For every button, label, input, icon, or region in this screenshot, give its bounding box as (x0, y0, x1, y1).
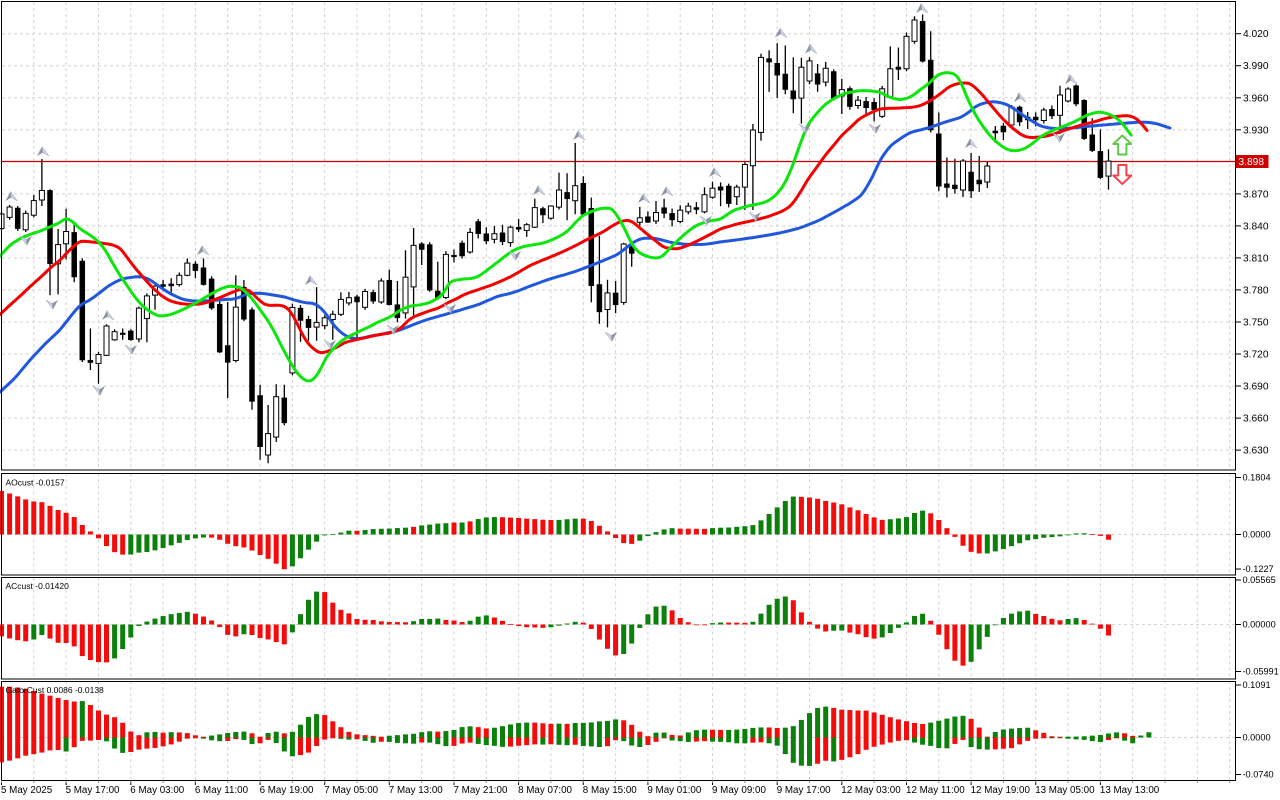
svg-text:0.05565: 0.05565 (1243, 575, 1276, 585)
svg-text:8 May 07:00: 8 May 07:00 (518, 785, 572, 796)
svg-text:7 May 05:00: 7 May 05:00 (324, 785, 378, 796)
svg-text:0.0000: 0.0000 (1243, 530, 1271, 540)
svg-text:3.960: 3.960 (1243, 93, 1269, 104)
svg-text:4.020: 4.020 (1243, 29, 1269, 40)
svg-text:0.1804: 0.1804 (1243, 473, 1271, 483)
svg-text:ACcust -0.01420: ACcust -0.01420 (6, 581, 70, 591)
svg-text:3.660: 3.660 (1243, 414, 1269, 425)
svg-text:5 May 2025: 5 May 2025 (1, 785, 53, 796)
svg-text:3.990: 3.990 (1243, 61, 1269, 72)
svg-text:3.840: 3.840 (1243, 221, 1269, 232)
svg-text:-0.05991: -0.05991 (1243, 667, 1279, 677)
svg-text:6 May 03:00: 6 May 03:00 (130, 785, 184, 796)
svg-text:13 May 05:00: 13 May 05:00 (1035, 785, 1095, 796)
svg-text:8 May 15:00: 8 May 15:00 (583, 785, 637, 796)
svg-text:9 May 09:00: 9 May 09:00 (712, 785, 766, 796)
svg-text:AOcust -0.0157: AOcust -0.0157 (6, 478, 65, 488)
svg-text:GatorCust 0.0086 -0.0138: GatorCust 0.0086 -0.0138 (6, 685, 105, 695)
svg-text:-0.0740: -0.0740 (1243, 770, 1274, 780)
svg-text:3.930: 3.930 (1243, 125, 1269, 136)
svg-text:7 May 21:00: 7 May 21:00 (454, 785, 508, 796)
svg-text:3.780: 3.780 (1243, 285, 1269, 296)
svg-text:12 May 11:00: 12 May 11:00 (906, 785, 965, 796)
svg-text:3.720: 3.720 (1243, 350, 1269, 361)
svg-text:13 May 13:00: 13 May 13:00 (1100, 785, 1160, 796)
svg-text:9 May 17:00: 9 May 17:00 (777, 785, 831, 796)
svg-text:0.1091: 0.1091 (1243, 680, 1271, 690)
svg-text:3.750: 3.750 (1243, 318, 1269, 329)
svg-text:0.00000: 0.00000 (1243, 620, 1276, 630)
svg-text:3.690: 3.690 (1243, 382, 1269, 393)
svg-text:3.870: 3.870 (1243, 189, 1269, 200)
svg-text:5 May 17:00: 5 May 17:00 (66, 785, 120, 796)
svg-text:3.898: 3.898 (1239, 157, 1265, 168)
svg-text:3.630: 3.630 (1243, 446, 1269, 457)
svg-text:-0.1227: -0.1227 (1243, 564, 1274, 574)
svg-text:6 May 19:00: 6 May 19:00 (260, 785, 314, 796)
svg-text:12 May 03:00: 12 May 03:00 (841, 785, 901, 796)
svg-text:7 May 13:00: 7 May 13:00 (389, 785, 443, 796)
svg-text:3.810: 3.810 (1243, 253, 1269, 264)
svg-text:0.0000: 0.0000 (1243, 733, 1271, 743)
svg-text:6 May 11:00: 6 May 11:00 (195, 785, 249, 796)
svg-text:12 May 19:00: 12 May 19:00 (971, 785, 1031, 796)
svg-text:9 May 01:00: 9 May 01:00 (647, 785, 701, 796)
